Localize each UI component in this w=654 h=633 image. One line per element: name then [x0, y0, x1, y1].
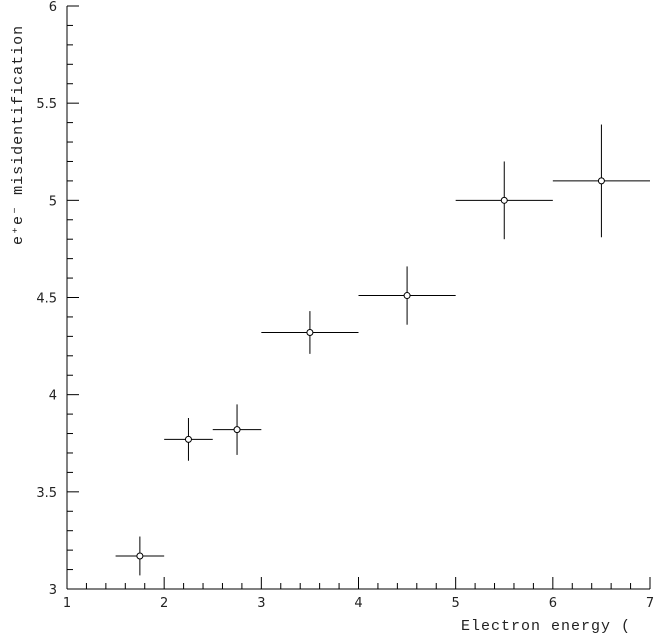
- data-point: [403, 292, 411, 300]
- y-tick-label: 3.5: [36, 486, 57, 501]
- y-tick-label: 5.5: [36, 97, 57, 112]
- data-point: [233, 426, 241, 434]
- y-tick-label: 6: [49, 0, 57, 15]
- x-tick-label: 7: [646, 596, 654, 611]
- y-axis-label: e⁺e⁻ misidentification: [10, 25, 27, 245]
- x-tick-label: 3: [257, 596, 265, 611]
- x-tick-label: 6: [549, 596, 557, 611]
- data-point: [597, 177, 605, 185]
- x-tick-label: 5: [452, 596, 460, 611]
- y-tick-label: 4.5: [36, 292, 57, 307]
- y-tick-label: 4: [49, 389, 57, 404]
- x-tick-label: 4: [354, 596, 362, 611]
- data-point: [136, 552, 144, 560]
- x-axis-label: Electron energy (: [461, 618, 631, 633]
- data-point: [306, 328, 314, 336]
- y-tick-label: 3: [49, 583, 57, 598]
- x-tick-label: 2: [160, 596, 168, 611]
- y-tick-label: 5: [49, 194, 57, 209]
- data-point: [184, 435, 192, 443]
- x-tick-label: 1: [63, 596, 71, 611]
- data-point: [500, 196, 508, 204]
